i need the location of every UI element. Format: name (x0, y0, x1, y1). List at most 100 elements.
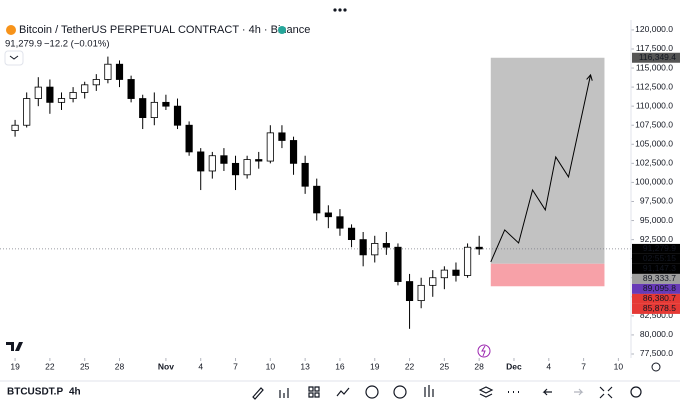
market-status (278, 26, 286, 34)
top-dots[interactable] (333, 8, 347, 12)
x-tick-label: Dec (506, 361, 522, 371)
add-alert[interactable] (365, 385, 379, 399)
candle-body (336, 216, 344, 229)
candle-body (347, 227, 356, 241)
candle-body (359, 239, 367, 256)
candle-body (266, 132, 274, 162)
replay[interactable] (424, 385, 434, 397)
x-tick-label: 19 (10, 361, 20, 371)
candle-body (405, 281, 414, 302)
candle-body (104, 63, 112, 80)
candle-body (394, 246, 402, 282)
x-tick-label: 4 (546, 361, 551, 371)
fullscreen[interactable] (599, 386, 613, 399)
candle-body (440, 269, 448, 279)
toolbar-interval[interactable]: 4h (69, 387, 81, 398)
y-tick-label: 82,500.0 (640, 310, 673, 320)
undo[interactable] (542, 388, 552, 396)
candle-body (34, 86, 42, 99)
toolbar-symbol[interactable]: BTCUSDT.P (7, 387, 63, 398)
y-tick-label: 100,000.0 (635, 177, 673, 187)
btc-icon (6, 25, 16, 35)
candle-body (81, 84, 89, 93)
candle-body (475, 246, 483, 250)
price-tag (632, 263, 680, 274)
collapse-button[interactable] (4, 50, 24, 66)
x-tick-label: 10 (614, 361, 624, 371)
y-tick-label: 97,500.0 (640, 196, 673, 206)
candle-body (220, 155, 228, 164)
plot-area (0, 56, 631, 329)
x-tick-label: 25 (80, 361, 90, 371)
price-tag (632, 243, 680, 254)
x-tick-label: 28 (115, 361, 125, 371)
y-tick-label: 95,000.0 (640, 215, 673, 225)
x-tick-label: 22 (45, 361, 55, 371)
candle-body (127, 79, 135, 99)
settings-icon[interactable] (651, 362, 661, 372)
candle-body (208, 155, 216, 172)
alarm[interactable] (393, 385, 407, 399)
candle-body (150, 101, 158, 119)
price-tag-label: 89,333.7 (643, 273, 676, 283)
draw-tool[interactable] (252, 387, 264, 400)
y-tick-label: 77,500.0 (640, 348, 673, 358)
x-tick-label: 7 (233, 361, 238, 371)
price-tag (632, 303, 680, 314)
x-tick-label: 10 (266, 361, 276, 371)
candle-body (139, 98, 147, 119)
layouts[interactable] (308, 386, 320, 398)
y-tick-label: 107,500.0 (635, 119, 673, 129)
tv-logo (6, 342, 23, 351)
chart-type[interactable] (336, 387, 350, 397)
candle-body (278, 132, 286, 141)
profit-zone (490, 57, 605, 264)
price-tag-label: 91,279.9 (643, 243, 676, 253)
candle-body (429, 277, 437, 286)
candle-body (324, 212, 332, 218)
price-tag-label: 89,095.8 (643, 283, 676, 293)
price-tag (632, 273, 680, 284)
candle-body (463, 246, 472, 276)
projection-path (490, 74, 592, 263)
candle-body (231, 162, 240, 176)
indicators[interactable] (279, 388, 289, 398)
y-tick-label: 117,500.0 (636, 43, 673, 53)
x-tick-label: 19 (370, 361, 380, 371)
candle-body (452, 269, 460, 276)
y-tick-label: 120,000.0 (635, 24, 673, 34)
candle-body (92, 79, 100, 86)
candle-body (243, 159, 251, 176)
candle-body (382, 243, 390, 248)
candle-body (197, 151, 205, 172)
x-tick-label: 22 (405, 361, 415, 371)
redo[interactable] (574, 388, 584, 396)
replay-icon[interactable] (477, 344, 491, 358)
object-tree[interactable] (478, 386, 494, 398)
price-tag-label: 116,349.4 (639, 52, 676, 62)
candle-body (185, 124, 193, 153)
candle-body (173, 105, 182, 126)
camera[interactable] (630, 386, 642, 398)
candle-body (255, 159, 263, 162)
price-tag (632, 293, 680, 304)
price-tag-label: 86,380.7 (643, 293, 676, 303)
last-price: 91,279.9 (5, 39, 42, 50)
candle-body (115, 63, 124, 80)
y-tick-label: 110,000.0 (636, 100, 673, 110)
loss-zone (490, 263, 605, 287)
price-tag (632, 52, 680, 63)
symbol-title[interactable]: Bitcoin / TetherUS PERPETUAL CONTRACT · … (19, 24, 310, 36)
candle-body (289, 140, 298, 164)
candle-body (301, 162, 309, 187)
candle-body (23, 98, 31, 126)
candle-body (313, 185, 321, 214)
toolbar-icons[interactable] (252, 385, 642, 400)
candle-body (69, 92, 77, 99)
price-tag-label: 02:55:15 (643, 253, 676, 263)
x-tick-label: 4 (198, 361, 203, 371)
candle-body (57, 98, 66, 103)
y-tick-label: 102,500.0 (635, 158, 673, 168)
candle-body (162, 101, 170, 107)
